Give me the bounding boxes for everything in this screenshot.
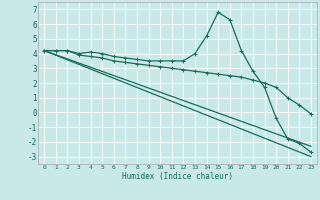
X-axis label: Humidex (Indice chaleur): Humidex (Indice chaleur): [122, 172, 233, 181]
